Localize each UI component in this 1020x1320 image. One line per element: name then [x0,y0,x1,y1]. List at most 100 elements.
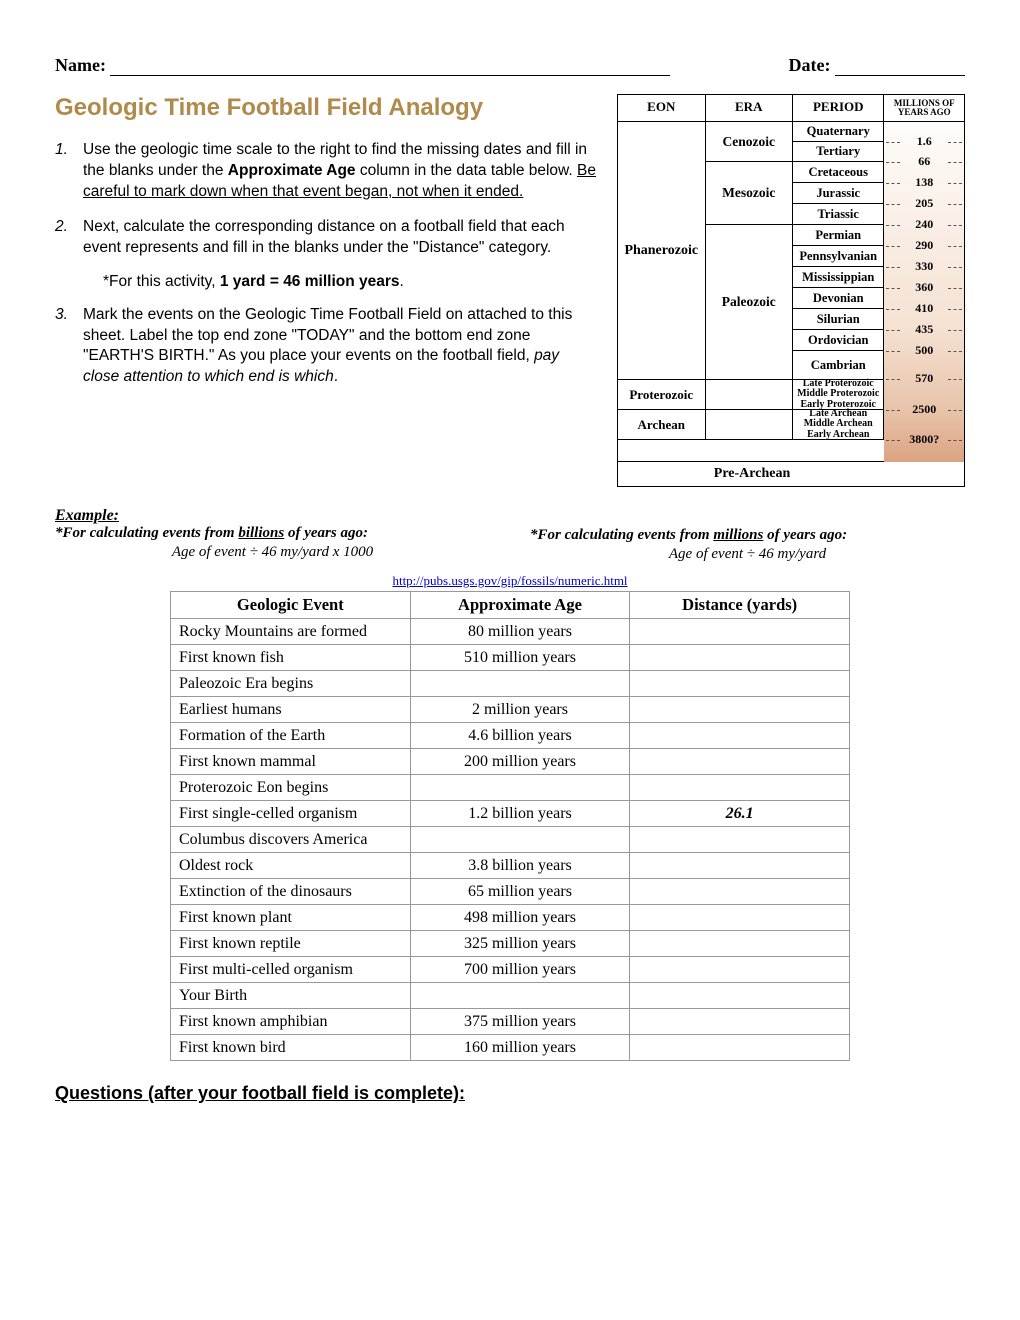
date-label: Date: [789,55,965,76]
event-cell: Formation of the Earth [171,723,411,749]
age-cell[interactable]: 200 million years [410,749,630,775]
age-cell[interactable]: 700 million years [410,957,630,983]
ts-period-column: QuaternaryTertiaryCretaceousJurassicTria… [793,122,884,462]
distance-cell[interactable] [630,1035,850,1061]
age-cell[interactable]: 65 million years [410,879,630,905]
distance-cell[interactable] [630,749,850,775]
age-cell[interactable]: 2 million years [410,697,630,723]
table-row: First known reptile325 million years [171,931,850,957]
ts-eon-cell: Proterozoic [618,380,706,410]
conversion-note: *For this activity, 1 yard = 46 million … [103,273,597,291]
col-event: Geologic Event [171,592,411,619]
ts-my-label: 138 [884,175,964,190]
timescale-header: EON ERA PERIOD MILLIONS OF YEARS AGO [618,95,964,122]
table-row: Earliest humans2 million years [171,697,850,723]
name-label: Name: [55,55,670,76]
events-header-row: Geologic Event Approximate Age Distance … [171,592,850,619]
col-age: Approximate Age [410,592,630,619]
age-cell[interactable]: 1.2 billion years [410,801,630,827]
ts-my-label: 570 [884,371,964,386]
ts-period-cell: Tertiary [793,142,884,162]
distance-cell[interactable] [630,853,850,879]
ts-period-cell: Cambrian [793,351,884,380]
table-row: First single-celled organism1.2 billion … [171,801,850,827]
distance-cell[interactable] [630,983,850,1009]
table-row: Extinction of the dinosaurs65 million ye… [171,879,850,905]
table-row: First known fish510 million years [171,645,850,671]
age-cell[interactable]: 325 million years [410,931,630,957]
distance-cell[interactable] [630,697,850,723]
timescale-body: PhanerozoicProterozoicArchean CenozoicMe… [618,122,964,462]
ts-era-cell [706,380,794,410]
table-row: Paleozoic Era begins [171,671,850,697]
name-blank[interactable] [110,75,670,76]
events-table: Geologic Event Approximate Age Distance … [170,591,850,1061]
age-cell[interactable]: 80 million years [410,619,630,645]
event-cell: Paleozoic Era begins [171,671,411,697]
event-cell: First known plant [171,905,411,931]
ts-period-cell: Devonian [793,288,884,309]
event-cell: Rocky Mountains are formed [171,619,411,645]
top-row: Geologic Time Football Field Analogy 1. … [55,94,965,487]
age-cell[interactable]: 4.6 billion years [410,723,630,749]
age-cell[interactable]: 160 million years [410,1035,630,1061]
example-millions-formula: Age of event ÷ 46 my/yard [530,546,965,563]
event-cell: First known reptile [171,931,411,957]
col-distance: Distance (yards) [630,592,850,619]
age-cell[interactable]: 375 million years [410,1009,630,1035]
age-cell[interactable]: 498 million years [410,905,630,931]
instructions-list-2: 3. Mark the events on the Geologic Time … [55,305,597,389]
example-section: Example: *For calculating events from bi… [55,507,965,563]
ts-proterozoic-sub: Late ProterozoicMiddle ProterozoicEarly … [793,380,884,410]
age-cell[interactable]: 3.8 billion years [410,853,630,879]
distance-cell[interactable]: 26.1 [630,801,850,827]
ts-era-cell: Mesozoic [706,162,794,225]
ts-eon-cell: Phanerozoic [618,122,706,380]
ts-era-cell: Cenozoic [706,122,794,162]
event-cell: Extinction of the dinosaurs [171,879,411,905]
table-row: Oldest rock3.8 billion years [171,853,850,879]
source-link[interactable]: http://pubs.usgs.gov/gip/fossils/numeric… [55,573,965,589]
date-blank[interactable] [835,75,965,76]
example-billions-formula: Age of event ÷ 46 my/yard x 1000 [55,544,490,561]
event-cell: Oldest rock [171,853,411,879]
event-cell: First known fish [171,645,411,671]
distance-cell[interactable] [630,671,850,697]
age-cell[interactable] [410,671,630,697]
distance-cell[interactable] [630,957,850,983]
ts-period-cell: Quaternary [793,122,884,142]
distance-cell[interactable] [630,645,850,671]
age-cell[interactable]: 510 million years [410,645,630,671]
distance-cell[interactable] [630,723,850,749]
age-cell[interactable] [410,983,630,1009]
event-cell: Your Birth [171,983,411,1009]
example-billions-label: *For calculating events from billions of… [55,525,490,542]
instructions-list: 1. Use the geologic time scale to the ri… [55,140,597,259]
ts-col-eon: EON [618,95,706,122]
distance-cell[interactable] [630,619,850,645]
ts-period-cell: Cretaceous [793,162,884,183]
ts-my-label: 330 [884,259,964,274]
distance-cell[interactable] [630,879,850,905]
distance-cell[interactable] [630,1009,850,1035]
ts-period-cell: Jurassic [793,183,884,204]
ts-archean-sub: Late ArcheanMiddle ArcheanEarly Archean [793,410,884,440]
event-cell: First single-celled organism [171,801,411,827]
event-cell: First multi-celled organism [171,957,411,983]
ts-era-cell [706,410,794,440]
ts-col-my: MILLIONS OF YEARS AGO [884,95,964,122]
event-cell: First known amphibian [171,1009,411,1035]
ts-col-era: ERA [706,95,794,122]
instructions-column: Geologic Time Football Field Analogy 1. … [55,94,597,487]
table-row: Proterozoic Eon begins [171,775,850,801]
distance-cell[interactable] [630,931,850,957]
age-cell[interactable] [410,775,630,801]
age-cell[interactable] [410,827,630,853]
event-cell: Columbus discovers America [171,827,411,853]
distance-cell[interactable] [630,905,850,931]
table-row: First known bird160 million years [171,1035,850,1061]
table-row: First known mammal200 million years [171,749,850,775]
ts-my-label: 410 [884,301,964,316]
distance-cell[interactable] [630,827,850,853]
distance-cell[interactable] [630,775,850,801]
